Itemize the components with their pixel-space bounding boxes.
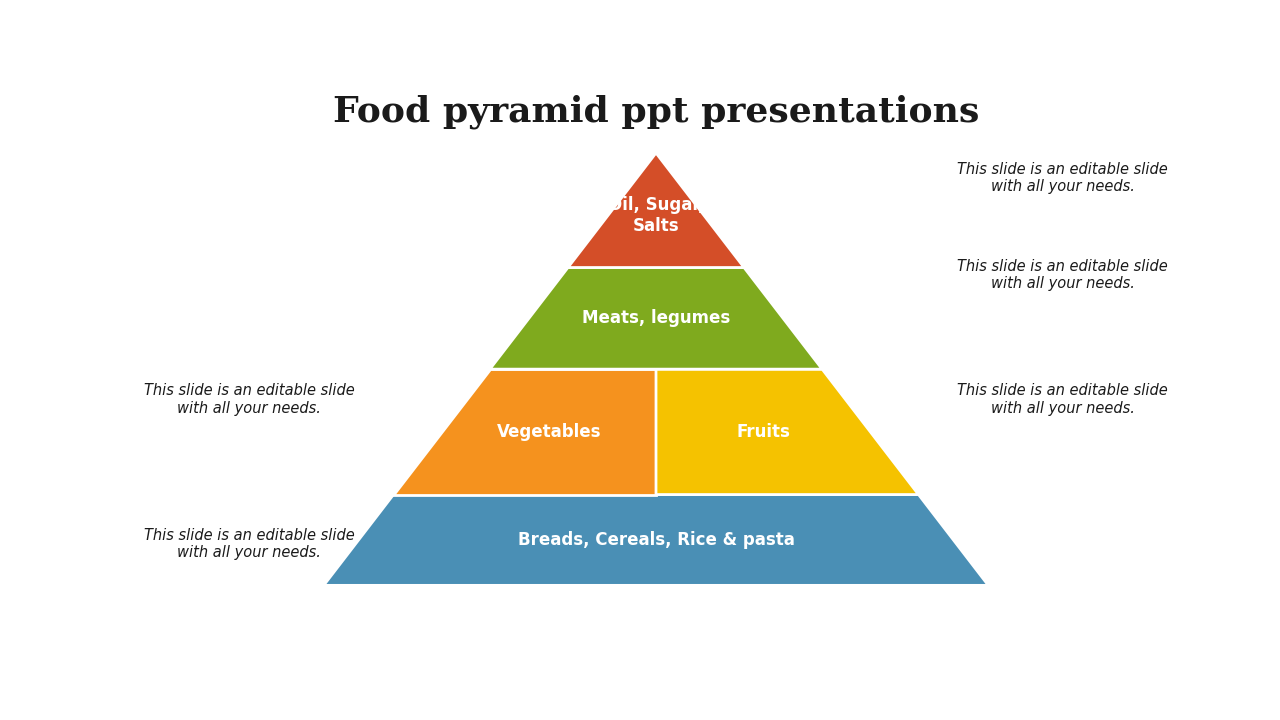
Polygon shape <box>657 369 919 495</box>
Text: This slide is an editable slide
with all your needs.: This slide is an editable slide with all… <box>143 384 355 416</box>
Text: This slide is an editable slide
with all your needs.: This slide is an editable slide with all… <box>957 258 1169 291</box>
Text: Oil, Sugar,
Salts: Oil, Sugar, Salts <box>608 197 704 235</box>
Text: This slide is an editable slide
with all your needs.: This slide is an editable slide with all… <box>143 528 355 560</box>
Text: Breads, Cereals, Rice & pasta: Breads, Cereals, Rice & pasta <box>517 531 795 549</box>
Polygon shape <box>568 153 744 268</box>
Text: Fruits: Fruits <box>736 423 790 441</box>
Text: Food pyramid ppt presentations: Food pyramid ppt presentations <box>333 94 979 129</box>
Text: Vegetables: Vegetables <box>497 423 602 441</box>
Polygon shape <box>324 495 988 585</box>
Polygon shape <box>393 369 657 495</box>
Text: This slide is an editable slide
with all your needs.: This slide is an editable slide with all… <box>957 384 1169 416</box>
Text: Meats, legumes: Meats, legumes <box>582 310 730 328</box>
Polygon shape <box>490 268 822 369</box>
Text: This slide is an editable slide
with all your needs.: This slide is an editable slide with all… <box>957 162 1169 194</box>
